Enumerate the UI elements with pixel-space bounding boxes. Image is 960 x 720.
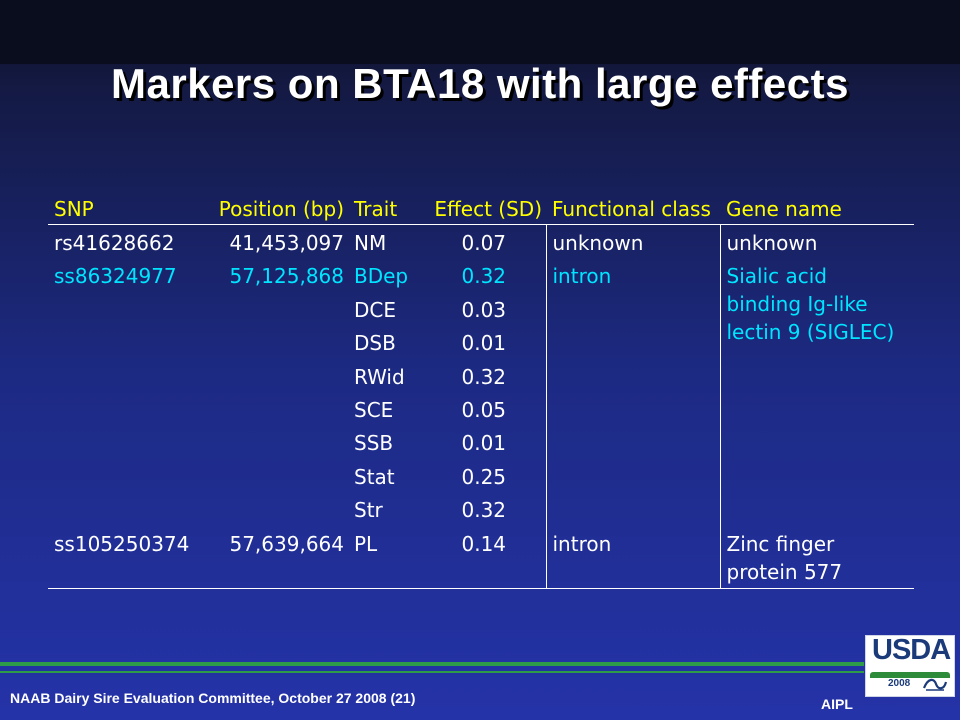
cell-effect: 0.32 [422,494,547,528]
footer-divider-thin [0,671,864,673]
cell-position: 57,125,868 [229,264,344,289]
table-row: ss105250374 57,639,664 PL 0.14 intron Zi… [48,527,914,589]
cell-functional-class [546,327,721,361]
table-row: RWid 0.32 [48,360,914,394]
gene-name-line: protein 577 [726,559,843,584]
gene-name-line: Zinc finger [726,531,835,556]
cell-trait: Stat [354,464,395,489]
cell-trait: SSB [354,431,394,456]
cell-trait: DCE [354,297,397,322]
cell-effect: 0.01 [422,427,547,461]
cell-gene-name [720,494,914,527]
cell-effect: 0.25 [422,460,547,495]
cell-snp [48,361,206,394]
col-header-snp: SNP [48,194,206,225]
cell-trait: NM [354,231,387,255]
cell-gene-name [720,361,914,394]
cell-snp [48,327,206,360]
cell-gene-name [720,394,914,427]
table-row: DSB 0.01 [48,327,914,361]
cell-effect: 0.32 [422,360,547,394]
cell-snp [48,494,206,527]
cell-position [206,427,348,460]
table-row: rs41628662 41,453,097 NM 0.07 unknown un… [48,224,914,261]
table-row: Stat 0.25 [48,460,914,495]
cell-functional-class [546,360,721,394]
table-row: Str 0.32 [48,494,914,528]
cell-position [206,494,348,527]
cell-trait: BDep [354,264,409,289]
cell-position [206,394,348,427]
cell-snp [48,427,206,460]
cell-effect: 0.14 [422,527,547,589]
cell-gene-name: Sialic acid binding Ig-like lectin 9 (SI… [720,260,914,360]
cell-effect: 0.05 [422,393,547,428]
cell-functional-class [546,494,721,528]
cell-effect: 0.01 [422,327,547,361]
cell-snp [48,394,206,427]
cell-position [206,327,348,360]
col-header-trait: Trait [348,194,422,225]
usda-logo-band [870,672,950,678]
cell-functional-class: unknown [546,224,721,261]
col-header-position: Position (bp) [206,194,348,225]
cell-position [206,461,348,494]
footer-text: NAAB Dairy Sire Evaluation Committee, Oc… [10,690,416,706]
cell-trait: Str [354,498,383,523]
table-row: SSB 0.01 [48,427,914,461]
cell-effect: 0.03 [422,293,547,328]
cell-snp: rs41628662 [54,231,175,255]
cell-effect: 0.07 [422,224,547,261]
table-row: DCE 0.03 [48,293,914,328]
cell-snp [48,294,206,327]
cell-trait: DSB [354,331,396,356]
cell-gene-name [720,461,914,494]
cell-snp: ss105250374 [48,527,206,589]
cell-position: 57,639,664 [206,527,348,589]
cell-gene-name [720,427,914,460]
cell-gene-name: unknown [726,231,818,255]
cell-effect: 0.32 [422,260,547,294]
cell-snp: ss86324977 [54,264,177,289]
cell-functional-class [546,460,721,495]
col-header-effect: Effect (SD) [422,194,546,225]
slide-title: Markers on BTA18 with large effects [111,60,849,107]
cell-gene-name: Zinc finger protein 577 [720,527,914,589]
cell-trait: SCE [354,397,394,422]
snp-table: SNP Position (bp) Trait Effect (SD) Func… [48,194,914,589]
col-header-functional-class: Functional class [546,194,720,225]
gene-name-line: Sialic acid [726,264,827,289]
logo-year: 2008 [888,678,911,689]
cell-functional-class [546,293,721,328]
cell-functional-class [546,427,721,461]
footer-divider [0,662,864,666]
cell-functional-class [546,393,721,428]
ars-icon [922,678,948,691]
cell-position: 41,453,097 [229,231,344,255]
col-header-gene-name: Gene name [720,194,914,225]
gene-name-line: binding Ig-like [726,292,868,317]
cell-functional-class: intron [546,527,721,589]
table-row: ss86324977 57,125,868 BDep 0.32 intron S… [48,260,914,344]
org-label: AIPL [821,696,853,712]
cell-functional-class: intron [546,260,721,294]
cell-position [206,361,348,394]
cell-trait: PL [348,527,422,589]
usda-logo: USDA 2008 [865,634,955,697]
table-row: SCE 0.05 [48,393,914,428]
cell-snp [48,461,206,494]
gene-name-line: lectin 9 (SIGLEC) [726,320,895,345]
table-header-row: SNP Position (bp) Trait Effect (SD) Func… [48,194,914,225]
usda-logo-text: USDA [872,634,951,666]
cell-trait: RWid [354,364,405,389]
cell-position [206,294,348,327]
title-band [0,0,960,64]
